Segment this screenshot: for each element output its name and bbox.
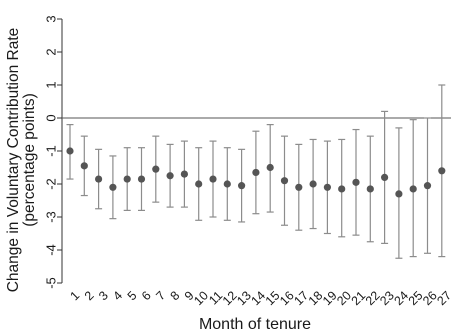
x-tick-label: 27 <box>434 288 451 308</box>
point-marker <box>295 183 303 191</box>
point-marker <box>280 177 289 185</box>
y-tick-label: 2 <box>44 48 59 55</box>
point-marker <box>123 175 131 183</box>
y-tick-label: -5 <box>44 277 59 289</box>
y-tick-label: -4 <box>44 244 59 256</box>
x-tick-label: 3 <box>96 288 111 303</box>
y-axis-label-line-2: (percentage points) <box>21 93 38 227</box>
x-axis-label: Month of tenure <box>199 316 311 333</box>
point-marker <box>309 180 317 188</box>
point-marker <box>395 190 403 198</box>
point-markers <box>66 147 446 198</box>
y-tick-label: 1 <box>44 81 59 88</box>
y-tick-label: -2 <box>44 178 59 190</box>
x-tick-label: 5 <box>125 288 140 303</box>
y-tick-label: 0 <box>44 114 59 121</box>
y-axis-ticks: -5 -4 -3 -2 -1 0 1 2 3 <box>44 15 62 289</box>
x-tick-label: 4 <box>110 288 125 303</box>
y-axis-label: Change in Voluntary Contribution Rate (p… <box>5 28 38 293</box>
point-marker <box>223 180 231 188</box>
point-marker <box>152 165 160 173</box>
x-tick-label: 8 <box>168 288 183 303</box>
point-marker <box>180 170 188 178</box>
point-marker <box>166 172 174 180</box>
y-axis-label-line-1: Change in Voluntary Contribution Rate <box>5 28 22 293</box>
point-marker <box>66 147 74 155</box>
point-marker <box>409 185 417 193</box>
point-marker <box>109 183 117 191</box>
x-axis-ticks: 1 2 3 4 5 6 7 8 91011121314151617181920212223242… <box>67 288 451 308</box>
point-marker <box>366 185 374 193</box>
point-marker <box>323 183 331 191</box>
point-marker <box>80 162 88 170</box>
x-tick-label: 2 <box>82 288 97 303</box>
point-marker <box>238 182 246 190</box>
y-tick-label: -1 <box>44 145 59 157</box>
point-marker <box>438 167 446 175</box>
point-marker <box>137 175 146 183</box>
x-tick-label: 6 <box>139 288 154 303</box>
point-marker <box>381 173 389 181</box>
y-tick-label: 3 <box>44 15 59 22</box>
x-tick-label: 1 <box>67 288 82 303</box>
point-marker <box>209 175 217 183</box>
point-marker <box>95 175 103 183</box>
point-marker <box>423 182 432 190</box>
x-tick-label: 7 <box>153 288 168 303</box>
point-marker <box>352 178 360 186</box>
point-marker <box>252 168 260 177</box>
y-tick-label: -3 <box>44 211 59 223</box>
point-marker <box>266 163 274 172</box>
point-marker <box>338 185 346 193</box>
point-marker <box>195 180 203 188</box>
